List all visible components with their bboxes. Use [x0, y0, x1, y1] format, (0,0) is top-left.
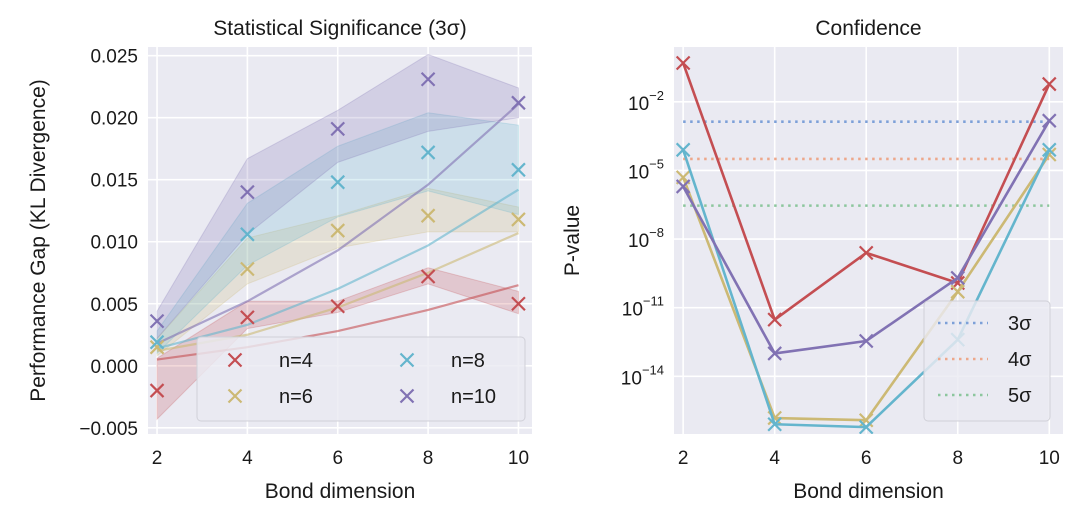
- legend-marker: [399, 352, 415, 368]
- y-tick-base: 10: [621, 368, 642, 389]
- fit-curve-n=10: [156, 103, 520, 345]
- legend-label: 5σ: [1008, 385, 1032, 407]
- confidence-chart: 2 4 6 8 1010−1410−1110−810−510−2ConfidenceBo…: [561, 17, 1063, 503]
- data-point-n=6: [420, 208, 436, 223]
- y-tick-exponent: −11: [643, 294, 664, 309]
- data-point: [675, 142, 691, 158]
- data-point: [950, 270, 966, 286]
- data-point: [858, 245, 874, 261]
- data-point-n=4: [240, 310, 255, 325]
- x-tick-label: 4: [769, 448, 780, 469]
- data-point-n=10: [330, 121, 346, 137]
- data-point: [858, 419, 874, 434]
- y-tick-label: 10−11: [622, 294, 664, 321]
- data-point-n=10: [149, 313, 165, 329]
- y-tick-label: 10−5: [628, 156, 664, 183]
- data-point: [675, 179, 691, 194]
- data-point-n=6: [330, 223, 346, 238]
- data-point-n=4: [511, 296, 526, 312]
- y-tick-exponent: −14: [642, 362, 664, 377]
- data-point-n=6: [240, 261, 255, 277]
- significance-chart: 2 4 6 8 10 −0.005 0.000 0.005 0.010 0.015 0.020 0.0…: [27, 17, 532, 503]
- y-tick-base: 10: [628, 231, 649, 252]
- x-tick-label: 4: [242, 448, 253, 469]
- data-point-n=8: [240, 227, 255, 242]
- data-point: [1041, 113, 1057, 128]
- y-tick-label: 0.020: [90, 109, 138, 130]
- data-point: [767, 416, 782, 432]
- chart-title: Statistical Significance (3σ): [213, 17, 466, 40]
- legend-label: n=6: [279, 386, 313, 408]
- y-tick-label: 0.010: [90, 233, 138, 254]
- y-tick-label: 10−8: [628, 225, 664, 252]
- y-axis-label: Performance Gap (KL Divergence): [27, 79, 50, 402]
- data-point-n=10: [420, 71, 436, 87]
- x-tick-label: 8: [952, 448, 963, 469]
- legend-marker: [227, 352, 243, 368]
- x-tick-label: 2: [152, 448, 163, 469]
- data-point-n=8: [330, 174, 346, 190]
- legend-box: [923, 300, 1051, 422]
- data-point: [1041, 142, 1057, 158]
- data-point: [1041, 76, 1057, 92]
- y-axis-label: P-value: [561, 205, 584, 276]
- data-point-n=8: [511, 162, 526, 178]
- y-tick-label: 10−2: [628, 88, 664, 115]
- fit-curve-n=8: [156, 188, 520, 350]
- x-tick-label: 6: [332, 448, 343, 469]
- y-tick-exponent: −2: [649, 88, 664, 103]
- y-tick-label: −0.005: [79, 419, 138, 440]
- data-point-n=4: [330, 298, 346, 314]
- x-tick-label: 10: [1039, 448, 1060, 469]
- data-point: [767, 312, 782, 327]
- y-tick-label: 0.025: [90, 47, 138, 68]
- legend-label: 4σ: [1008, 349, 1032, 371]
- data-point-n=10: [511, 95, 526, 111]
- confidence-band-n=6: [156, 187, 519, 357]
- legend-box: [196, 336, 526, 422]
- y-tick-label: 0.000: [90, 357, 138, 378]
- y-tick-label: 10−14: [621, 362, 664, 389]
- y-tick-base: 10: [622, 300, 643, 321]
- x-tick-label: 2: [678, 448, 689, 469]
- data-point-n=8: [149, 334, 165, 350]
- legend-marker: [227, 388, 243, 404]
- data-point-n=10: [240, 184, 255, 200]
- data-point-n=8: [420, 145, 436, 160]
- legend-label: n=4: [279, 350, 313, 372]
- data-point: [858, 333, 874, 349]
- legend-label: n=8: [451, 350, 485, 372]
- confidence-band-n=10: [156, 53, 519, 340]
- y-tick-label: 0.005: [90, 295, 138, 316]
- y-tick-label: 0.015: [90, 171, 138, 192]
- data-point-n=4: [149, 383, 165, 398]
- x-tick-label: 10: [508, 448, 529, 469]
- confidence-band-n=8: [156, 112, 519, 355]
- data-point: [675, 55, 691, 71]
- data-point: [767, 346, 782, 361]
- y-tick-base: 10: [628, 162, 649, 183]
- legend-label: 3σ: [1008, 313, 1032, 335]
- data-point-n=6: [511, 212, 526, 227]
- y-tick-exponent: −5: [649, 156, 664, 171]
- chart-title: Confidence: [815, 17, 921, 40]
- x-tick-label: 6: [861, 448, 872, 469]
- y-tick-base: 10: [628, 94, 649, 115]
- data-point-n=4: [420, 269, 436, 284]
- data-point: [950, 284, 966, 299]
- x-tick-label: 8: [423, 448, 434, 469]
- y-tick-exponent: −8: [649, 225, 664, 240]
- legend-marker: [399, 388, 415, 404]
- legend-label: n=10: [451, 386, 496, 408]
- x-axis-label: Bond dimension: [265, 480, 416, 503]
- x-axis-label: Bond dimension: [793, 480, 944, 503]
- data-point-n=6: [149, 339, 165, 355]
